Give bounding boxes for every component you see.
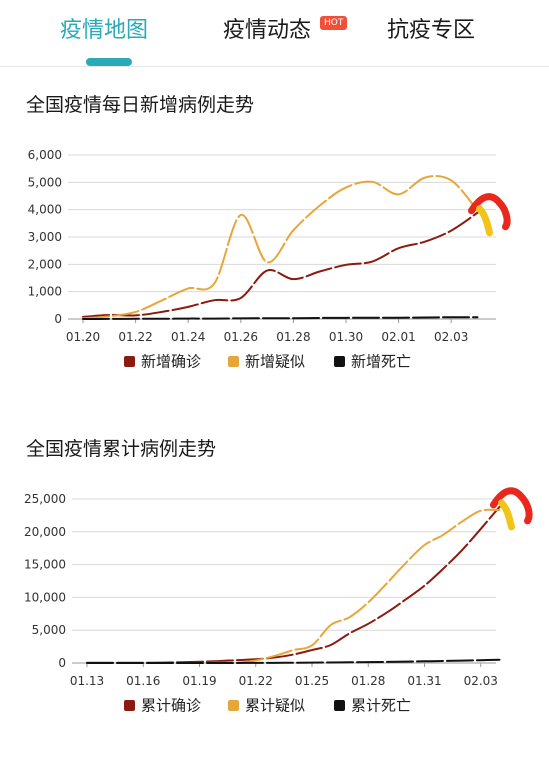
daily-y-tick-label: 6,000 [28,148,62,162]
daily-x-tick-label: 01.30 [329,330,363,344]
daily-x-tick-label: 01.24 [171,330,205,344]
cumulative-x-tick-label: 01.25 [295,674,329,688]
daily-series-line-2 [82,316,479,320]
cumulative-x-tick-label: 01.16 [126,674,160,688]
cumulative-red-annotation-mark [490,487,533,525]
daily-y-tick-label: 0 [54,312,62,326]
cumulative-cases-chart: 0 5,000 10,000 15,000 20,000 25,000 01.13 01.16… [24,487,533,715]
cumulative-x-tick-label: 01.28 [351,674,385,688]
cumulative-yellow-annotation-mark [498,499,515,531]
hot-badge: HOT [320,16,348,30]
cumulative-x-tick-label: 01.13 [70,674,104,688]
daily-legend-label: 新增疑似 [245,353,305,371]
daily-red-annotation-mark [468,193,511,231]
cumulative-y-tick-label: 10,000 [24,590,66,604]
top-tab-bar: 疫情地图 疫情动态 HOT 抗疫专区 [0,0,549,67]
daily-legend-swatch [334,356,345,367]
daily-legend-label: 新增死亡 [351,353,411,371]
cumulative-legend-swatch [124,700,135,711]
daily-new-cases-chart: 0 1,000 2,000 3,000 4,000 5,000 6,000 01.20 01.2… [28,148,511,371]
cumulative-y-tick-label: 15,000 [24,558,66,572]
daily-x-tick-label: 02.01 [381,330,415,344]
daily-chart-title: 全国疫情每日新增病例走势 [26,94,255,116]
daily-y-tick-label: 5,000 [28,175,62,189]
cumulative-series-line-0 [86,505,501,664]
daily-y-tick-label: 2,000 [28,257,62,271]
daily-yellow-annotation-mark [476,205,493,237]
cumulative-legend-label: 累计确诊 [141,697,201,715]
daily-y-tick-label: 1,000 [28,285,62,299]
daily-x-tick-label: 01.22 [118,330,152,344]
daily-series-line-0 [82,211,479,318]
cumulative-y-tick-label: 20,000 [24,525,66,539]
daily-y-tick-label: 4,000 [28,203,62,217]
cumulative-legend-swatch [228,700,239,711]
cumulative-x-tick-label: 01.19 [182,674,216,688]
daily-legend-swatch [228,356,239,367]
daily-x-tick-label: 01.28 [276,330,310,344]
cumulative-y-tick-label: 25,000 [24,492,66,506]
cumulative-x-tick-label: 01.22 [239,674,273,688]
daily-x-tick-label: 02.03 [434,330,468,344]
cumulative-legend-label: 累计死亡 [351,697,411,715]
cumulative-series-line-1 [86,508,501,665]
cumulative-x-tick-label: 01.31 [407,674,441,688]
daily-legend-label: 新增确诊 [141,353,201,371]
daily-series-line-1 [82,175,479,320]
cumulative-chart-title: 全国疫情累计病例走势 [26,438,217,460]
tab-epidemic-news[interactable]: 疫情动态 [223,18,312,43]
cumulative-legend-label: 累计疑似 [245,697,305,715]
active-tab-indicator [86,58,132,66]
daily-legend-swatch [124,356,135,367]
cumulative-x-tick-label: 02.03 [464,674,498,688]
cumulative-y-tick-label: 5,000 [32,623,66,637]
cumulative-y-tick-label: 0 [58,656,66,670]
daily-x-tick-label: 01.26 [224,330,258,344]
cumulative-legend-swatch [334,700,345,711]
daily-x-tick-label: 01.20 [66,330,100,344]
daily-y-tick-label: 3,000 [28,230,62,244]
tab-epidemic-map[interactable]: 疫情地图 [60,18,149,43]
tab-anti-epidemic-zone[interactable]: 抗疫专区 [387,18,476,43]
